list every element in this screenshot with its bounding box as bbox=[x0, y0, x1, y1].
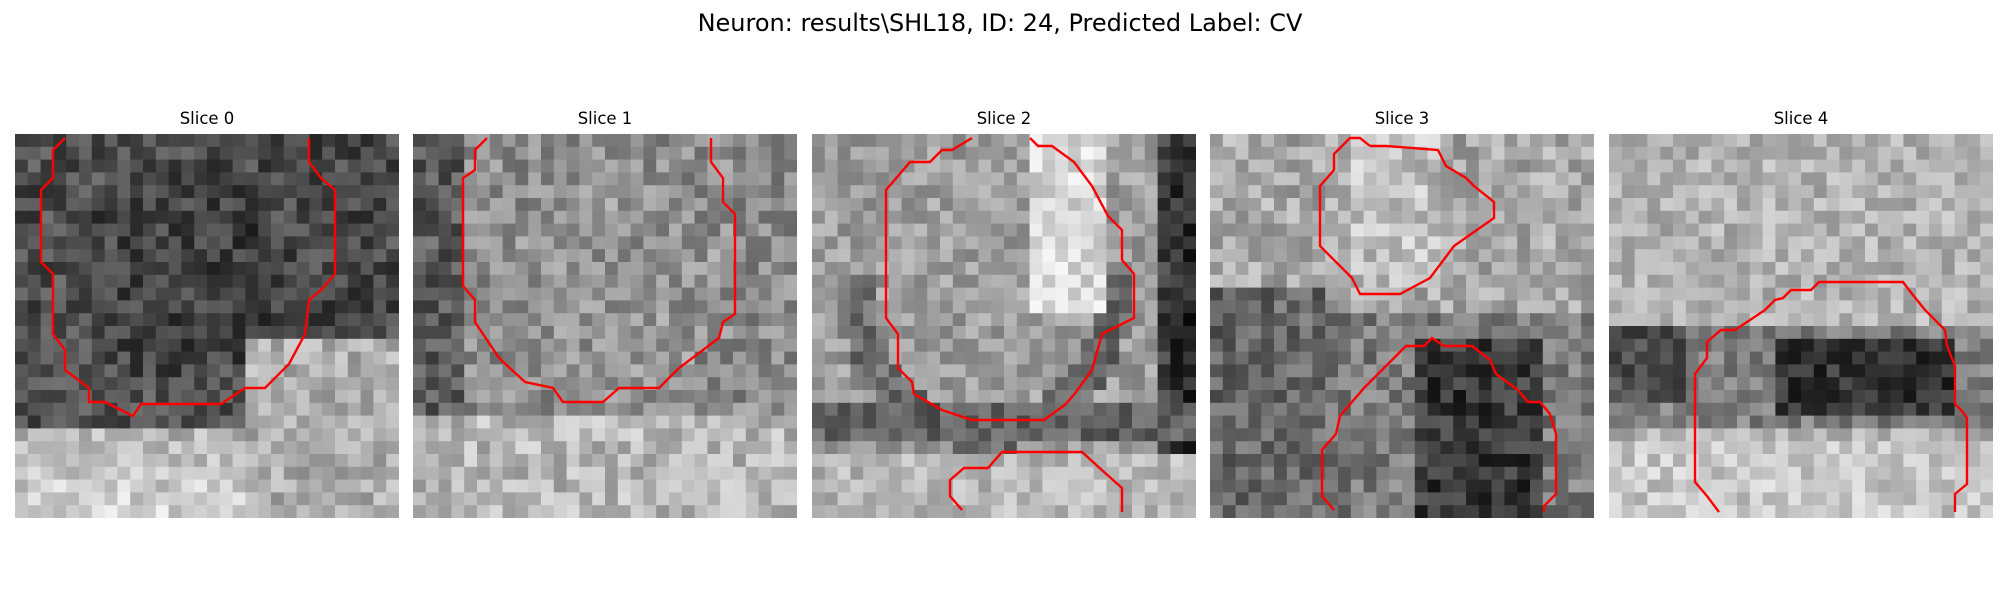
slice-image bbox=[1609, 134, 1993, 518]
grayscale-pixels bbox=[413, 134, 797, 518]
slice-title: Slice 3 bbox=[1374, 109, 1430, 128]
slice-title: Slice 1 bbox=[577, 109, 633, 128]
contour-line bbox=[461, 137, 737, 404]
contour-line bbox=[39, 137, 337, 418]
contour-line bbox=[884, 136, 1136, 422]
slice-image bbox=[15, 134, 399, 518]
contour-line bbox=[1320, 336, 1558, 512]
slice-image bbox=[1210, 134, 1594, 518]
contour-line bbox=[948, 450, 1124, 512]
slice-panel-0: Slice 0 bbox=[15, 108, 399, 518]
grayscale-pixels bbox=[1609, 134, 1993, 518]
slice-image bbox=[812, 134, 1196, 518]
contour-line bbox=[1318, 136, 1496, 296]
grayscale-pixels bbox=[812, 134, 1196, 518]
slice-panel-3: Slice 3 bbox=[1210, 108, 1594, 518]
slice-panel-2: Slice 2 bbox=[812, 108, 1196, 518]
slice-title: Slice 2 bbox=[976, 109, 1032, 128]
grayscale-pixels bbox=[1210, 134, 1594, 518]
slice-image bbox=[413, 134, 797, 518]
slice-panel-1: Slice 1 bbox=[413, 108, 797, 518]
contour-line bbox=[1693, 280, 1969, 513]
slice-panel-4: Slice 4 bbox=[1609, 108, 1993, 518]
slice-title: Slice 0 bbox=[179, 109, 235, 128]
grayscale-pixels bbox=[15, 134, 399, 518]
slice-title: Slice 4 bbox=[1773, 109, 1829, 128]
figure-title: Neuron: results\SHL18, ID: 24, Predicted… bbox=[697, 9, 1303, 37]
